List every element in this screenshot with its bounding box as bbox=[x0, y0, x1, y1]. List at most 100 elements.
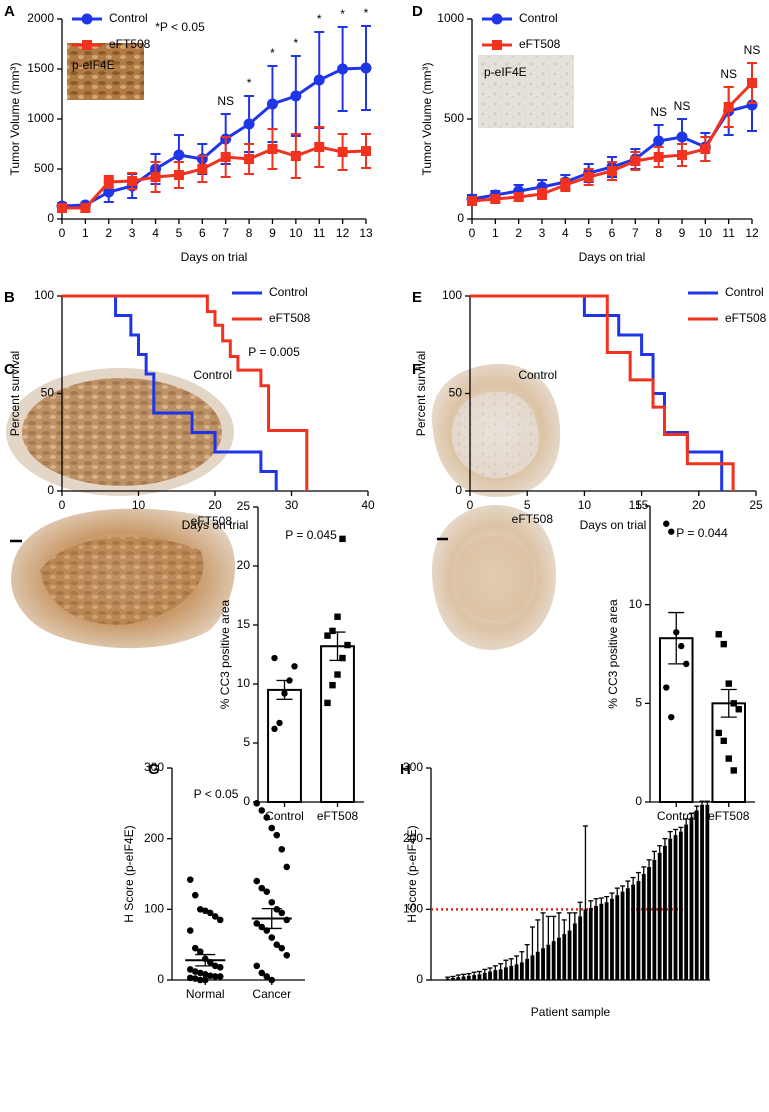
x-tick-label: 1 bbox=[492, 226, 499, 240]
x-tick-label: Control bbox=[265, 809, 304, 823]
tissue-image bbox=[22, 378, 222, 486]
bar bbox=[673, 835, 678, 980]
significance-label: * bbox=[270, 46, 275, 60]
marker bbox=[278, 944, 286, 952]
significance-label: * bbox=[340, 7, 345, 21]
marker bbox=[715, 729, 722, 737]
bar bbox=[535, 951, 540, 980]
bar bbox=[663, 845, 667, 980]
x-tick-label: 6 bbox=[609, 226, 616, 240]
x-tick-label: 7 bbox=[222, 226, 229, 240]
marker bbox=[339, 654, 346, 662]
marker bbox=[314, 142, 325, 152]
marker bbox=[725, 755, 732, 762]
bar bbox=[599, 903, 604, 980]
marker bbox=[191, 944, 199, 952]
y-tick-label: 200 bbox=[144, 831, 164, 845]
image-label: eFT508 bbox=[191, 514, 233, 528]
marker bbox=[173, 170, 184, 180]
y-axis-title: Tumor Volume (mm³) bbox=[8, 63, 22, 176]
marker bbox=[537, 189, 547, 199]
legend-label: Control bbox=[519, 11, 558, 25]
marker bbox=[720, 640, 727, 648]
marker bbox=[191, 891, 199, 899]
marker bbox=[281, 690, 288, 697]
significance-label: NS bbox=[217, 94, 234, 108]
marker bbox=[267, 144, 278, 154]
marker bbox=[677, 150, 687, 160]
y-tick-label: 5 bbox=[243, 735, 250, 749]
marker bbox=[673, 629, 680, 636]
panel-label: F bbox=[412, 361, 421, 378]
y-tick-label: 0 bbox=[635, 794, 642, 808]
bar bbox=[477, 974, 482, 980]
bar bbox=[320, 645, 355, 803]
y-tick-label: 20 bbox=[237, 558, 251, 572]
bar bbox=[546, 944, 551, 980]
y-tick-label: 0 bbox=[457, 211, 464, 225]
marker bbox=[653, 152, 664, 162]
y-tick-label: 25 bbox=[237, 499, 251, 513]
y-axis-title: Percent survival bbox=[8, 351, 22, 436]
marker bbox=[324, 632, 331, 639]
marker bbox=[283, 951, 291, 959]
bar bbox=[641, 874, 646, 980]
significance-label: * bbox=[317, 12, 322, 26]
bar bbox=[488, 971, 492, 980]
bar bbox=[652, 859, 657, 980]
bar bbox=[705, 804, 710, 980]
bar bbox=[684, 824, 689, 980]
x-tick-label: 9 bbox=[679, 226, 686, 240]
marker bbox=[513, 192, 524, 202]
x-tick-label: 12 bbox=[745, 226, 759, 240]
y-tick-label: 50 bbox=[41, 386, 55, 400]
marker bbox=[253, 920, 261, 927]
marker bbox=[263, 814, 271, 821]
marker bbox=[676, 131, 688, 143]
marker bbox=[201, 971, 209, 978]
marker bbox=[150, 172, 161, 182]
inset-image bbox=[478, 55, 574, 128]
x-tick-label: Normal bbox=[186, 987, 225, 1001]
panel-label: B bbox=[4, 289, 15, 306]
marker bbox=[191, 975, 199, 982]
bar bbox=[514, 964, 519, 980]
marker bbox=[216, 963, 224, 971]
marker bbox=[290, 151, 301, 161]
x-tick-label: 40 bbox=[361, 498, 375, 512]
marker bbox=[700, 144, 711, 154]
x-tick-label: 10 bbox=[578, 498, 592, 512]
marker bbox=[329, 627, 336, 635]
y-tick-label: 1000 bbox=[437, 11, 464, 25]
panel-label: D bbox=[412, 3, 423, 20]
bar bbox=[466, 975, 471, 980]
bar bbox=[594, 905, 598, 980]
marker bbox=[607, 166, 617, 176]
significance-label: NS bbox=[650, 105, 667, 119]
bar bbox=[583, 909, 588, 980]
marker bbox=[216, 916, 224, 924]
marker bbox=[211, 973, 219, 980]
legend-label: Control bbox=[109, 11, 148, 25]
marker bbox=[186, 974, 194, 982]
x-tick-label: 1 bbox=[82, 226, 89, 240]
bar bbox=[267, 688, 302, 804]
tissue-image bbox=[40, 536, 204, 625]
bar bbox=[668, 838, 673, 980]
bar bbox=[620, 891, 625, 980]
y-tick-label: 0 bbox=[416, 972, 423, 986]
x-tick-label: 10 bbox=[132, 498, 146, 512]
bar bbox=[519, 962, 524, 980]
marker bbox=[276, 719, 283, 727]
x-tick-label: 7 bbox=[632, 226, 639, 240]
marker bbox=[220, 152, 231, 162]
x-tick-label: Cancer bbox=[252, 987, 291, 1001]
marker bbox=[81, 13, 93, 25]
marker bbox=[273, 906, 281, 913]
marker bbox=[211, 913, 219, 920]
x-tick-label: 2 bbox=[105, 226, 112, 240]
panel-label: E bbox=[412, 289, 422, 306]
marker bbox=[653, 135, 665, 147]
marker bbox=[678, 642, 685, 650]
